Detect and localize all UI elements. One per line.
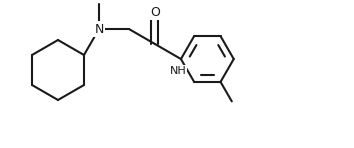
Text: NH: NH — [170, 66, 186, 76]
Text: Me: Me — [91, 0, 107, 1]
Text: O: O — [150, 5, 160, 18]
Text: N: N — [94, 22, 104, 36]
